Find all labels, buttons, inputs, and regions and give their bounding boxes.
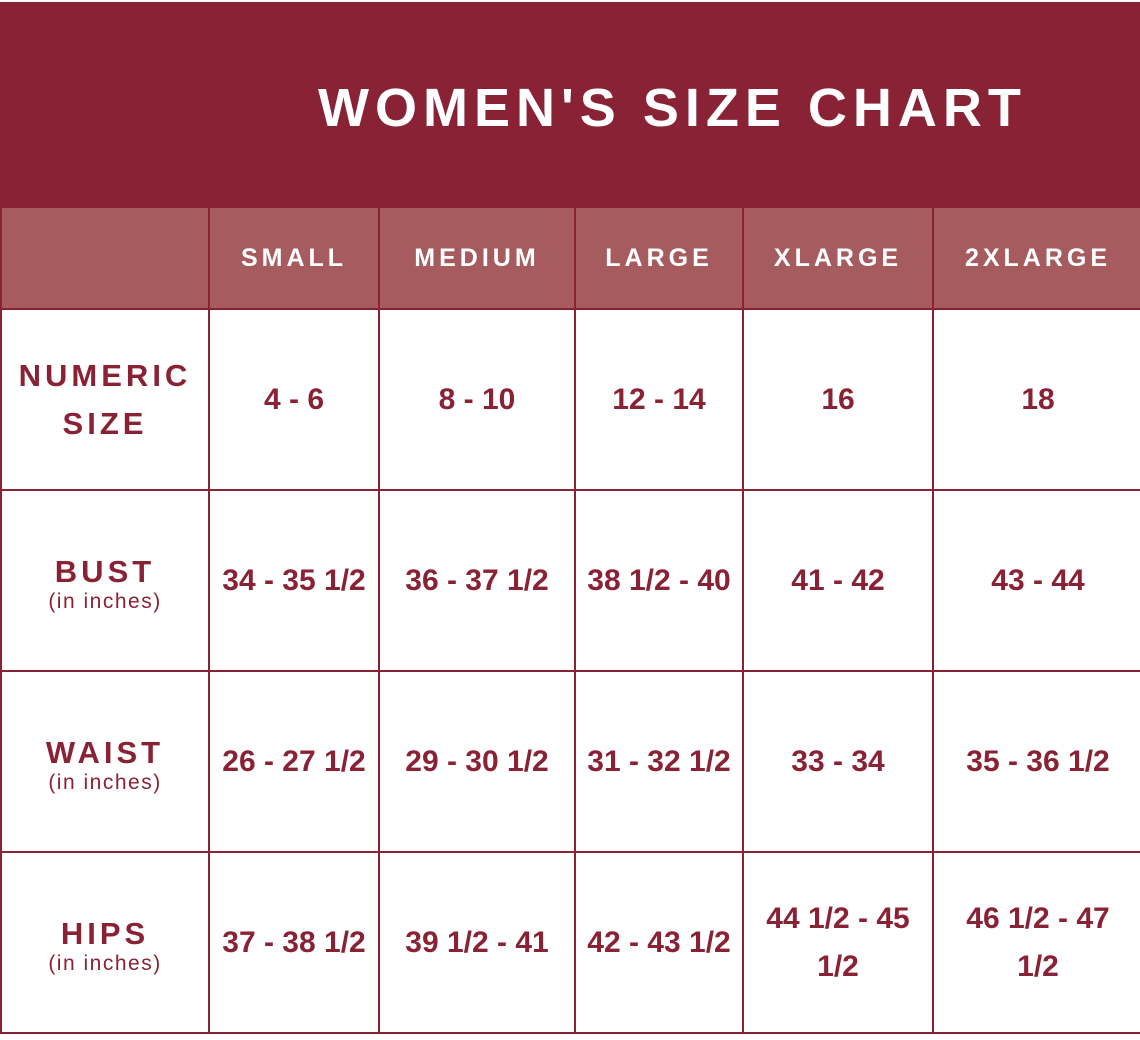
table-cell: 41 - 42	[742, 489, 934, 672]
cell-value: 36 - 37 1/2	[405, 563, 549, 597]
cell-value: 16	[821, 382, 855, 416]
row-label: HIPS	[60, 915, 150, 951]
cell-value: 37 - 38 1/2	[222, 925, 366, 959]
row-unit: (in inches)	[48, 951, 162, 975]
row-label-cell: NUMERIC SIZE	[0, 308, 210, 491]
cell-value: 35 - 36 1/2	[966, 744, 1110, 778]
cell-value: 38 1/2 - 40	[587, 563, 731, 597]
row-label: NUMERIC SIZE	[18, 357, 192, 441]
table-cell: 33 - 34	[742, 670, 934, 853]
table-cell: 18	[932, 308, 1140, 491]
cell-value: 26 - 27 1/2	[222, 744, 366, 778]
cell-value: 42 - 43 1/2	[587, 925, 731, 959]
table-row-waist: WAIST (in inches) 26 - 27 1/2 29 - 30 1/…	[0, 670, 1140, 853]
row-label-cell: BUST (in inches)	[0, 489, 210, 672]
table-row-hips: HIPS (in inches) 37 - 38 1/2 39 1/2 - 41…	[0, 851, 1140, 1034]
table-cell: 38 1/2 - 40	[574, 489, 744, 672]
top-strip	[0, 0, 1140, 2]
table-cell: 43 - 44	[932, 489, 1140, 672]
table-cell: 35 - 36 1/2	[932, 670, 1140, 853]
cell-value: 31 - 32 1/2	[587, 744, 731, 778]
column-header-2xlarge: 2XLARGE	[932, 206, 1140, 310]
table-cell: 29 - 30 1/2	[378, 670, 576, 853]
cell-value: 29 - 30 1/2	[405, 744, 549, 778]
title-banner: WOMEN'S SIZE CHART	[0, 2, 1140, 206]
table-cell: 37 - 38 1/2	[208, 851, 380, 1034]
cell-value: 8 - 10	[438, 382, 516, 416]
cell-value: 46 1/2 - 47 1/2	[966, 901, 1110, 983]
table-cell: 4 - 6	[208, 308, 380, 491]
table-cell: 26 - 27 1/2	[208, 670, 380, 853]
row-label-cell: WAIST (in inches)	[0, 670, 210, 853]
table-row-bust: BUST (in inches) 34 - 35 1/2 36 - 37 1/2…	[0, 489, 1140, 672]
cell-value: 44 1/2 - 45 1/2	[766, 901, 910, 983]
size-table: SMALL MEDIUM LARGE XLARGE 2XLARGE NUMERI…	[0, 206, 1140, 1034]
table-cell: 36 - 37 1/2	[378, 489, 576, 672]
table-cell: 44 1/2 - 45 1/2	[742, 851, 934, 1034]
table-cell: 34 - 35 1/2	[208, 489, 380, 672]
table-cell: 46 1/2 - 47 1/2	[932, 851, 1140, 1034]
column-header-xlarge: XLARGE	[742, 206, 934, 310]
table-cell: 16	[742, 308, 934, 491]
cell-value: 43 - 44	[991, 563, 1085, 597]
row-label-cell: HIPS (in inches)	[0, 851, 210, 1034]
cell-value: 33 - 34	[791, 744, 885, 778]
cell-value: 34 - 35 1/2	[222, 563, 366, 597]
column-header-small: SMALL	[208, 206, 380, 310]
table-cell: 42 - 43 1/2	[574, 851, 744, 1034]
table-cell: 31 - 32 1/2	[574, 670, 744, 853]
table-cell: 12 - 14	[574, 308, 744, 491]
row-unit: (in inches)	[48, 770, 162, 794]
column-header-large: LARGE	[574, 206, 744, 310]
cell-value: 12 - 14	[612, 382, 706, 416]
row-unit: (in inches)	[48, 589, 162, 613]
cell-value: 4 - 6	[263, 382, 325, 416]
row-label: BUST	[54, 553, 156, 589]
cell-value: 41 - 42	[791, 563, 885, 597]
header-corner-cell	[0, 206, 210, 310]
cell-value: 39 1/2 - 41	[405, 925, 549, 959]
column-header-medium: MEDIUM	[378, 206, 576, 310]
table-cell: 39 1/2 - 41	[378, 851, 576, 1034]
cell-value: 18	[1021, 382, 1055, 416]
row-label: WAIST	[45, 734, 165, 770]
page-title: WOMEN'S SIZE CHART	[318, 78, 1027, 138]
table-cell: 8 - 10	[378, 308, 576, 491]
table-row-numeric-size: NUMERIC SIZE 4 - 6 8 - 10 12 - 14 16 18	[0, 308, 1140, 491]
table-header-row: SMALL MEDIUM LARGE XLARGE 2XLARGE	[0, 206, 1140, 310]
